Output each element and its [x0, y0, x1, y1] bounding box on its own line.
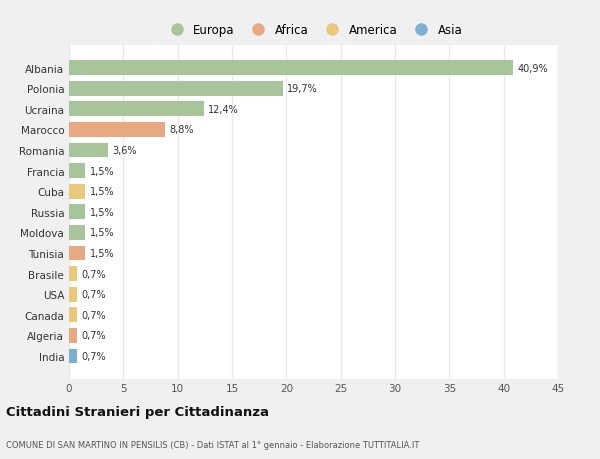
Bar [69, 267, 77, 281]
Text: 19,7%: 19,7% [287, 84, 318, 94]
Bar [69, 164, 85, 179]
Text: 1,5%: 1,5% [89, 248, 114, 258]
Text: 0,7%: 0,7% [81, 310, 106, 320]
Text: 3,6%: 3,6% [112, 146, 137, 156]
Text: 0,7%: 0,7% [81, 351, 106, 361]
Bar [69, 102, 204, 117]
Text: 0,7%: 0,7% [81, 330, 106, 341]
Bar [69, 185, 85, 199]
Bar [69, 61, 514, 76]
Text: Cittadini Stranieri per Cittadinanza: Cittadini Stranieri per Cittadinanza [6, 405, 269, 419]
Bar [69, 287, 77, 302]
Bar [69, 308, 77, 322]
Text: 12,4%: 12,4% [208, 105, 239, 114]
Text: COMUNE DI SAN MARTINO IN PENSILIS (CB) - Dati ISTAT al 1° gennaio - Elaborazione: COMUNE DI SAN MARTINO IN PENSILIS (CB) -… [6, 441, 419, 449]
Text: 1,5%: 1,5% [89, 166, 114, 176]
Bar [69, 205, 85, 220]
Bar [69, 225, 85, 240]
Bar [69, 123, 164, 138]
Text: 0,7%: 0,7% [81, 269, 106, 279]
Text: 40,9%: 40,9% [518, 63, 548, 73]
Bar [69, 349, 77, 364]
Text: 1,5%: 1,5% [89, 207, 114, 217]
Legend: Europa, Africa, America, Asia: Europa, Africa, America, Asia [163, 22, 464, 39]
Text: 1,5%: 1,5% [89, 187, 114, 197]
Text: 8,8%: 8,8% [169, 125, 193, 135]
Bar [69, 328, 77, 343]
Bar [69, 143, 108, 158]
Text: 0,7%: 0,7% [81, 290, 106, 299]
Bar [69, 82, 283, 96]
Text: 1,5%: 1,5% [89, 228, 114, 238]
Bar [69, 246, 85, 261]
